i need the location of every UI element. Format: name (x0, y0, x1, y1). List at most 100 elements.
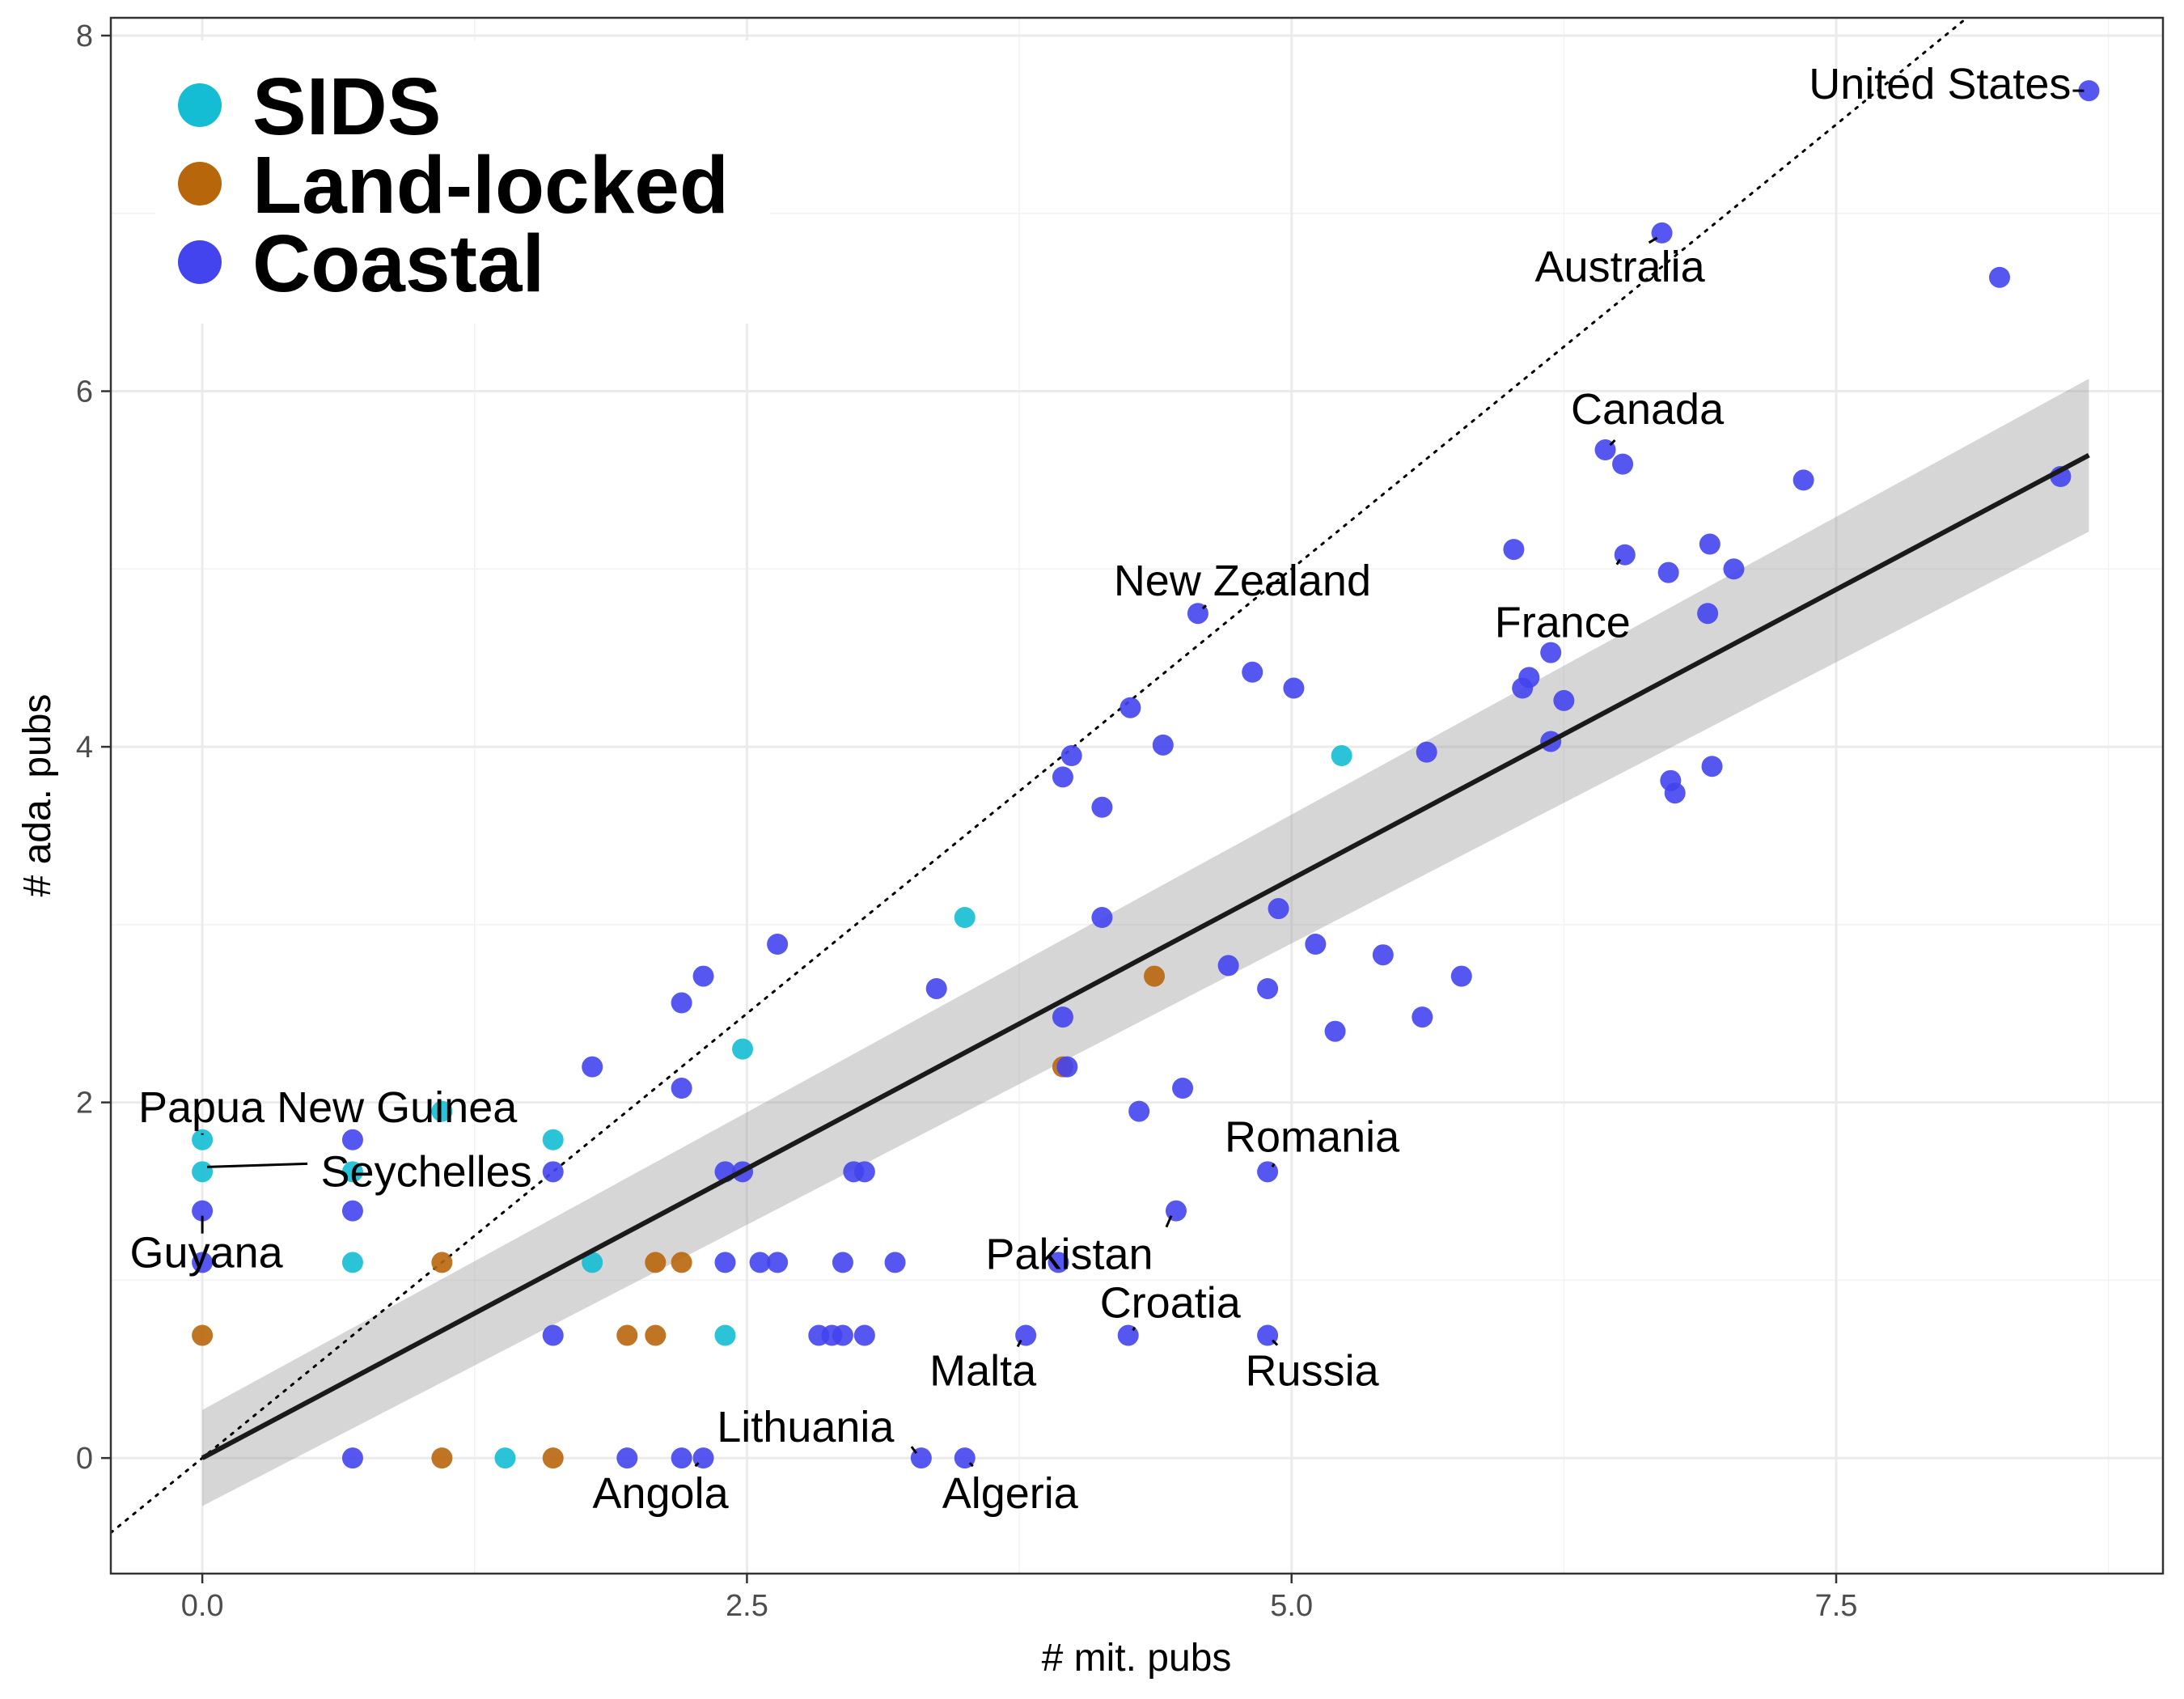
data-point (671, 992, 692, 1014)
data-point (884, 1252, 906, 1273)
data-point (1372, 944, 1394, 966)
point-label: United States (1809, 60, 2071, 108)
data-point (542, 1129, 564, 1150)
data-point (1324, 1020, 1346, 1042)
data-point (1242, 661, 1263, 683)
point-label: Angola (592, 1469, 729, 1518)
data-point (1792, 469, 1814, 491)
y-tick-label: 4 (76, 731, 93, 765)
point-label: Lithuania (717, 1403, 895, 1451)
label-leader-line (1132, 1326, 1136, 1332)
data-point (1657, 561, 1679, 583)
point-label: Algeria (942, 1469, 1079, 1518)
x-axis: 0.0 2.5 5.0 7.5 (181, 1574, 1858, 1623)
data-point (341, 1161, 363, 1183)
point-label: Malta (929, 1347, 1037, 1396)
data-point (954, 907, 976, 929)
data-point (1503, 539, 1525, 561)
data-point (1048, 1252, 1069, 1273)
panel-border (109, 16, 2165, 1575)
point-label: Australia (1535, 243, 1706, 291)
legend-label: Coastal (252, 218, 544, 309)
data-point (1060, 745, 1082, 767)
data-point (1331, 745, 1352, 767)
point-label: Pakistan (985, 1231, 1153, 1279)
data-point (1412, 1006, 1433, 1028)
legend-key (178, 162, 222, 205)
data-point (1268, 898, 1289, 920)
data-point (645, 1324, 667, 1346)
data-point (1553, 689, 1575, 711)
data-point (853, 1324, 875, 1346)
label-leader-line (1271, 1163, 1276, 1167)
data-point (714, 1252, 736, 1273)
y-tick-label: 2 (76, 1087, 93, 1121)
data-points (192, 80, 2100, 1469)
label-leader-line (1648, 236, 1658, 244)
label-leader-line (1201, 604, 1207, 610)
identity-line (111, 18, 1969, 1534)
data-point (671, 1447, 692, 1469)
point-label: France (1495, 599, 1631, 647)
data-point (542, 1324, 564, 1346)
y-tick-label: 6 (76, 375, 93, 409)
data-point (767, 934, 789, 955)
data-point (1723, 558, 1745, 580)
data-point (341, 1200, 363, 1222)
data-point (714, 1324, 736, 1346)
data-point (925, 977, 947, 999)
label-leader-line (910, 1446, 918, 1455)
point-label: Seychelles (321, 1147, 532, 1196)
legend-background (155, 40, 770, 324)
data-point (1172, 1078, 1194, 1099)
regression-line (201, 452, 2090, 1460)
data-point (341, 1129, 363, 1150)
data-point (1091, 796, 1113, 818)
regression-line-path (201, 452, 2090, 1460)
data-point (1144, 965, 1166, 987)
data-point (1056, 1056, 1078, 1078)
data-point (341, 1447, 363, 1469)
point-label: Canada (1571, 385, 1725, 434)
data-point (582, 1056, 603, 1078)
data-point (671, 1078, 692, 1099)
data-point (431, 1447, 453, 1469)
data-point (1257, 977, 1279, 999)
x-tick-label: 7.5 (1815, 1589, 1858, 1623)
label-leader-line (1016, 1339, 1022, 1348)
data-point (1518, 667, 1540, 688)
label-leader-line (1615, 558, 1622, 566)
label-leader-line (968, 1462, 974, 1468)
label-leader-line (1272, 1339, 1279, 1346)
point-label: New Zealand (1114, 557, 1371, 605)
confidence-band (202, 379, 2089, 1506)
label-leader-line (694, 1462, 700, 1468)
data-point (1091, 907, 1113, 929)
data-point (1699, 533, 1721, 555)
data-point (1697, 603, 1719, 625)
identity-line-path (111, 18, 1969, 1534)
data-point (1283, 677, 1305, 699)
data-point (767, 1252, 789, 1273)
x-tick-label: 0.0 (181, 1589, 224, 1623)
y-tick-label: 0 (76, 1442, 93, 1476)
point-label: Russia (1246, 1347, 1380, 1396)
data-point (732, 1038, 754, 1060)
data-point (1052, 766, 1073, 788)
data-point (1701, 756, 1723, 777)
point-label: Papua New Guinea (138, 1083, 518, 1132)
label-leader-line (1165, 1215, 1173, 1228)
data-point (1416, 741, 1437, 763)
legend-key (178, 240, 222, 284)
data-point (1165, 1200, 1187, 1222)
data-point (616, 1447, 638, 1469)
y-tick-label: 8 (76, 19, 93, 53)
label-leader-line (207, 1162, 308, 1168)
data-point (192, 1129, 214, 1150)
point-label: Guyana (130, 1229, 284, 1277)
data-point (616, 1324, 638, 1346)
x-tick-label: 2.5 (726, 1589, 768, 1623)
data-point (1152, 734, 1174, 756)
data-point (692, 965, 714, 987)
data-point (645, 1252, 667, 1273)
